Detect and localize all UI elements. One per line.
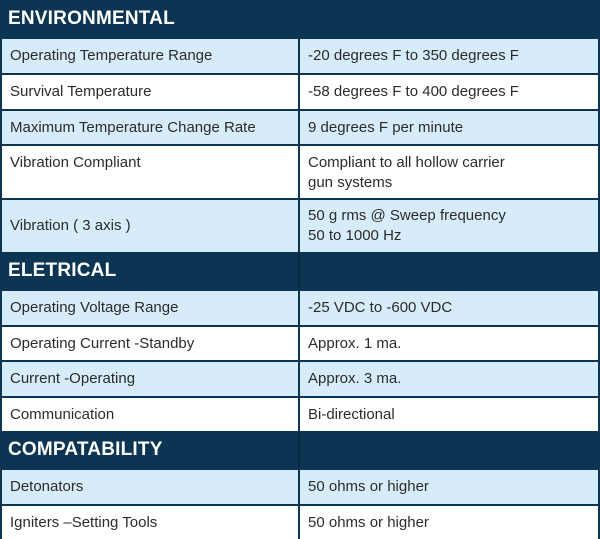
row-label: Operating Voltage Range [2, 291, 298, 325]
row-value: 50 g rms @ Sweep frequency 50 to 1000 Hz [308, 207, 506, 244]
row-value: -25 VDC to -600 VDC [300, 291, 598, 325]
row-label: Survival Temperature [2, 75, 298, 109]
row-value: -20 degrees F to 350 degrees F [300, 39, 598, 73]
row-value-cell: 50 g rms @ Sweep frequency 50 to 1000 Hz [300, 200, 598, 252]
row-label: Vibration Compliant [2, 146, 298, 198]
row-label: Detonators [2, 470, 298, 504]
section-title: ELETRICAL [8, 259, 117, 281]
section-header-environmental: ENVIRONMENTAL [0, 0, 600, 37]
row-label: Vibration ( 3 axis ) [2, 200, 298, 252]
table-row: Survival Temperature -58 degrees F to 40… [0, 73, 600, 109]
row-value: 50 ohms or higher [300, 470, 598, 504]
table-row: Communication Bi-directional [0, 396, 600, 431]
row-value: 50 ohms or higher [300, 506, 598, 539]
table-row: Maximum Temperature Change Rate 9 degree… [0, 109, 600, 144]
table-row: Operating Voltage Range -25 VDC to -600 … [0, 289, 600, 325]
table-row: Operating Temperature Range -20 degrees … [0, 37, 600, 73]
row-value: Approx. 1 ma. [300, 327, 598, 360]
table-row: Operating Current -Standby Approx. 1 ma. [0, 325, 600, 360]
section-title: ENVIRONMENTAL [8, 7, 175, 29]
table-row: Vibration ( 3 axis ) 50 g rms @ Sweep fr… [0, 198, 600, 252]
section-header-electrical: ELETRICAL [0, 252, 600, 289]
table-row: Vibration Compliant Compliant to all hol… [0, 144, 600, 198]
row-label: Maximum Temperature Change Rate [2, 111, 298, 144]
row-value: Approx. 3 ma. [300, 362, 598, 396]
column-divider [298, 431, 300, 468]
row-value: 9 degrees F per minute [300, 111, 598, 144]
table-row: Detonators 50 ohms or higher [0, 468, 600, 504]
row-label: Communication [2, 398, 298, 431]
row-value: -58 degrees F to 400 degrees F [300, 75, 598, 109]
section-title: COMPATABILITY [8, 438, 163, 460]
row-value-cell: Compliant to all hollow carrier gun syst… [300, 146, 598, 198]
section-header-compatability: COMPATABILITY [0, 431, 600, 468]
row-label: Igniters –Setting Tools [2, 506, 298, 539]
row-value: Bi-directional [300, 398, 598, 431]
row-label: Current -Operating [2, 362, 298, 396]
table-row: Igniters –Setting Tools 50 ohms or highe… [0, 504, 600, 539]
table-row: Current -Operating Approx. 3 ma. [0, 360, 600, 396]
row-label: Operating Temperature Range [2, 39, 298, 73]
row-label: Operating Current -Standby [2, 327, 298, 360]
row-value: Compliant to all hollow carrier gun syst… [308, 154, 505, 191]
column-divider [298, 252, 300, 289]
